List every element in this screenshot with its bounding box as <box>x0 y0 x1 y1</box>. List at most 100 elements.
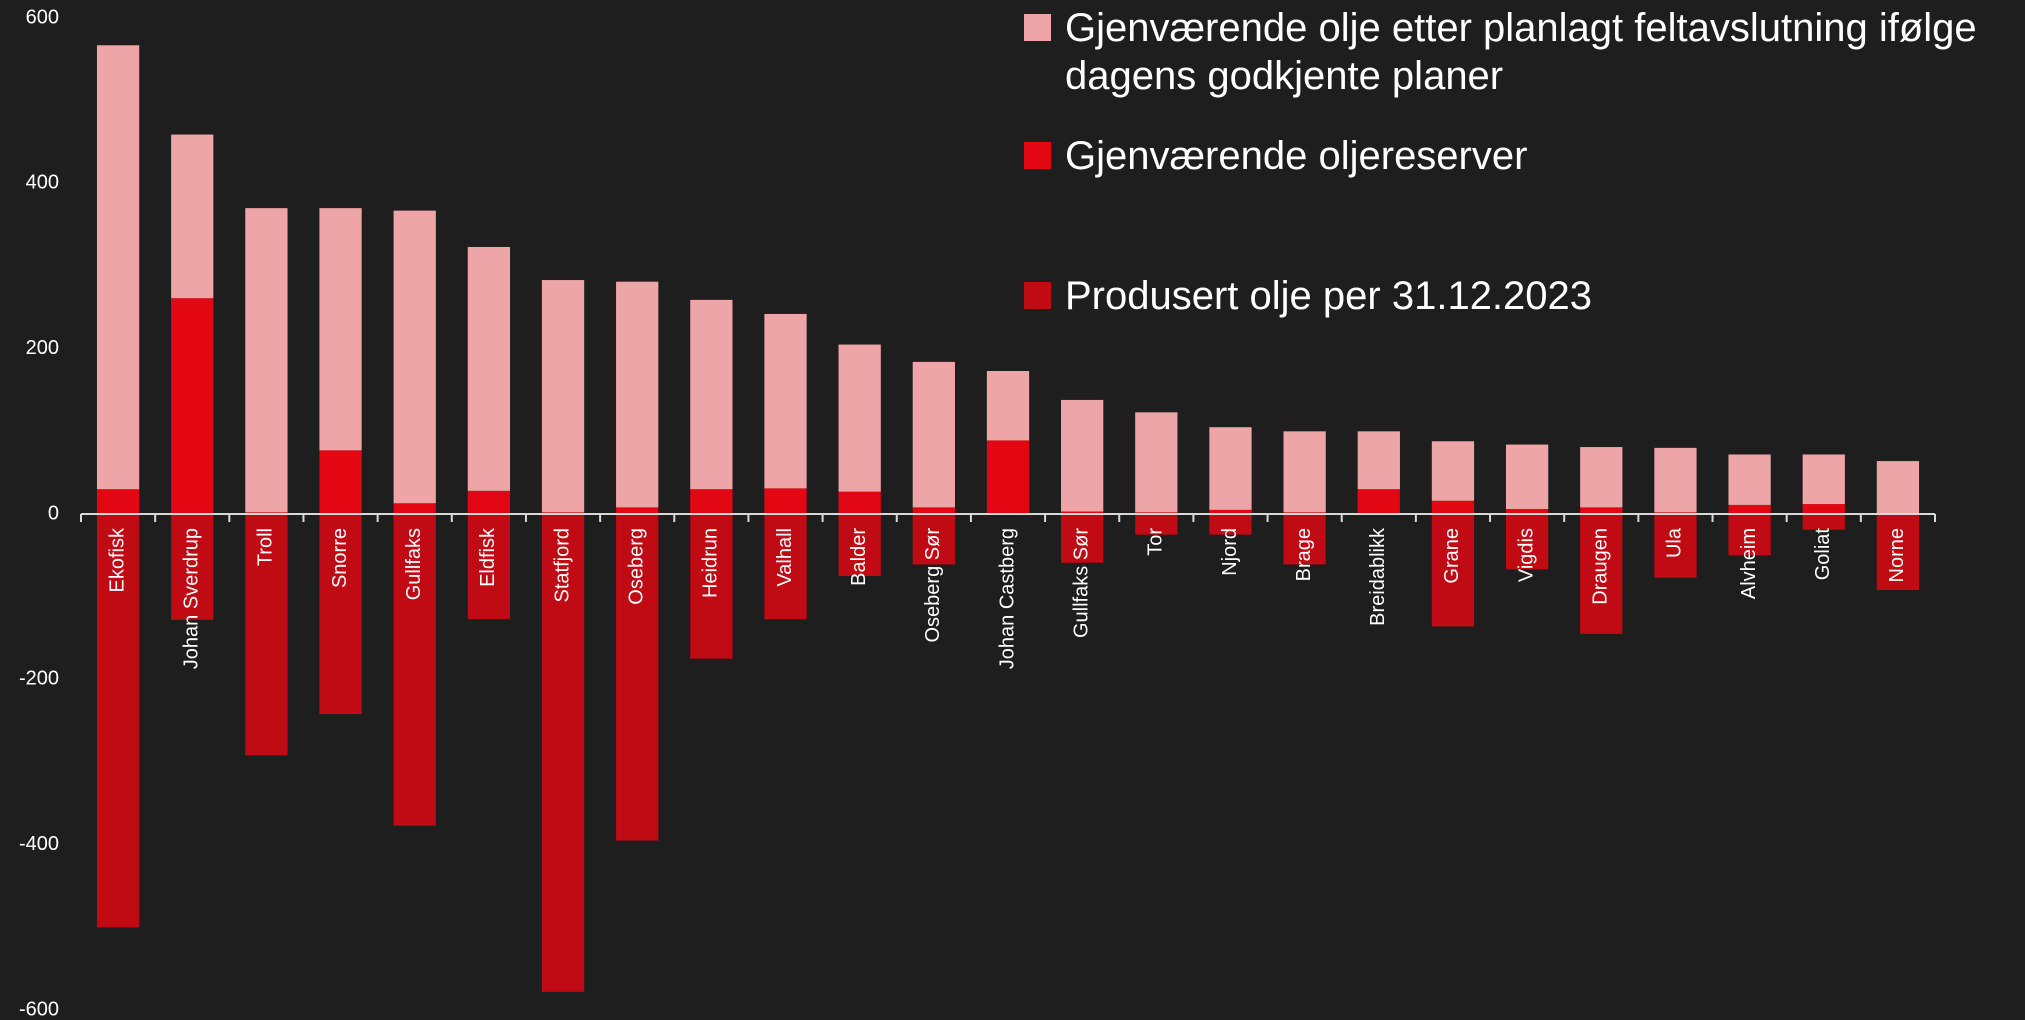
bar-segment <box>96 45 140 490</box>
x-tick-label: Eldfisk <box>477 527 499 587</box>
bar-segment <box>319 450 362 514</box>
bar-segment <box>912 361 955 508</box>
x-tick-label: Troll <box>255 528 277 566</box>
bar-segment <box>96 514 140 928</box>
bar-segment <box>1283 514 1326 565</box>
legend-swatch <box>1024 282 1051 309</box>
y-tick-label: 200 <box>26 337 59 359</box>
bar-segment <box>838 344 881 492</box>
bar-segment <box>764 514 807 619</box>
x-tick-label: Ekofisk <box>106 527 128 592</box>
bar-segment <box>1061 514 1104 563</box>
bar-segment <box>764 488 807 514</box>
bar-segment <box>467 490 511 514</box>
legend-item: Gjenværende olje etter planlagt feltavsl… <box>1024 4 2024 100</box>
bar-segment <box>1802 514 1845 530</box>
bar-segment <box>96 489 140 514</box>
bar-segment <box>1357 489 1400 514</box>
bar-segment <box>319 514 362 715</box>
bar-segment <box>1357 431 1400 490</box>
bar-segment <box>690 514 733 659</box>
legend-label: Gjenværende olje etter planlagt feltavsl… <box>1065 6 1977 98</box>
bar-segment <box>541 514 585 992</box>
bar-segment <box>1283 431 1326 513</box>
bar-segment <box>171 298 214 514</box>
legend-label: Gjenværende oljereserver <box>1065 134 1528 178</box>
legend: Gjenværende olje etter planlagt feltavsl… <box>1024 4 2024 352</box>
legend-swatch <box>1024 142 1051 169</box>
bar-segment <box>467 246 511 491</box>
bar-segment <box>616 281 659 508</box>
bar-segment <box>319 208 362 451</box>
bar-segment <box>1654 514 1697 578</box>
bar-segment <box>171 514 214 620</box>
bar-segment <box>1061 511 1104 514</box>
bar-segment <box>690 489 733 514</box>
x-tick-label: Breidablikk <box>1367 527 1389 626</box>
x-tick-label: Oseberg Sør <box>922 528 944 643</box>
x-tick-label: Norne <box>1886 528 1908 582</box>
x-tick-label: Johan Sverdrup <box>181 528 203 669</box>
bar-segment <box>393 210 436 504</box>
bar-segment <box>171 134 214 299</box>
legend-item: Produsert olje per 31.12.2023 <box>1024 272 2024 320</box>
bar-segment <box>912 507 955 514</box>
bar-segment <box>1209 509 1252 514</box>
x-tick-label: Brage <box>1293 528 1315 581</box>
bar-segment <box>1654 447 1697 513</box>
bar-segment <box>1580 507 1623 514</box>
bar-segment <box>245 514 288 756</box>
bar-segment <box>764 313 807 489</box>
bar-segment <box>1728 514 1771 556</box>
y-tick-label: -600 <box>19 998 59 1020</box>
bar-segment <box>1209 427 1252 510</box>
bar-segment <box>1505 509 1549 514</box>
bar-segment <box>1876 461 1920 514</box>
legend-label: Produsert olje per 31.12.2023 <box>1065 274 1593 318</box>
x-tick-label: Alvheim <box>1738 528 1760 599</box>
x-tick-label: Johan Castberg <box>996 528 1018 669</box>
bar-segment <box>616 507 659 514</box>
bar-segment <box>838 514 881 576</box>
x-tick-label: Grane <box>1441 528 1463 584</box>
legend-item: Gjenværende oljereserver <box>1024 132 2024 180</box>
bar-segment <box>1431 500 1475 514</box>
bar-segment <box>1728 504 1771 514</box>
x-tick-label: Draugen <box>1590 528 1612 605</box>
bar-segment <box>393 514 436 826</box>
y-tick-label: -200 <box>19 668 59 690</box>
x-tick-label: Ula <box>1664 527 1686 558</box>
x-tick-label: Snorre <box>329 528 351 588</box>
legend-swatch <box>1024 14 1051 41</box>
y-tick-label: 400 <box>26 172 59 194</box>
bar-segment <box>1061 399 1104 512</box>
bar-segment <box>1135 514 1178 535</box>
bar-segment <box>1580 447 1623 508</box>
bar-segment <box>1135 412 1178 513</box>
x-tick-label: Balder <box>848 528 870 586</box>
x-tick-label: Statfjord <box>551 528 573 602</box>
x-tick-label: Vigdis <box>1515 528 1537 582</box>
bar-segment <box>690 299 733 490</box>
bar-segment <box>1876 514 1920 591</box>
bar-segment <box>1431 441 1475 501</box>
bar-segment <box>541 280 585 513</box>
bar-segment <box>467 514 511 619</box>
bar-segment <box>1505 514 1549 570</box>
bar-segment <box>1505 444 1549 510</box>
bar-segment <box>1209 514 1252 535</box>
x-tick-label: Goliat <box>1812 528 1834 581</box>
x-tick-label: Oseberg <box>625 528 647 605</box>
bar-segment <box>912 514 955 565</box>
bar-segment <box>986 370 1030 441</box>
bar-segment <box>393 503 436 514</box>
bar-segment <box>986 440 1030 514</box>
x-tick-label: Valhall <box>774 528 796 587</box>
bar-segment <box>245 208 288 513</box>
x-tick-label: Gullfaks Sør <box>1070 528 1092 638</box>
bar-segment <box>1802 504 1845 514</box>
bar-segment <box>1728 454 1771 505</box>
bar-segment <box>616 514 659 841</box>
